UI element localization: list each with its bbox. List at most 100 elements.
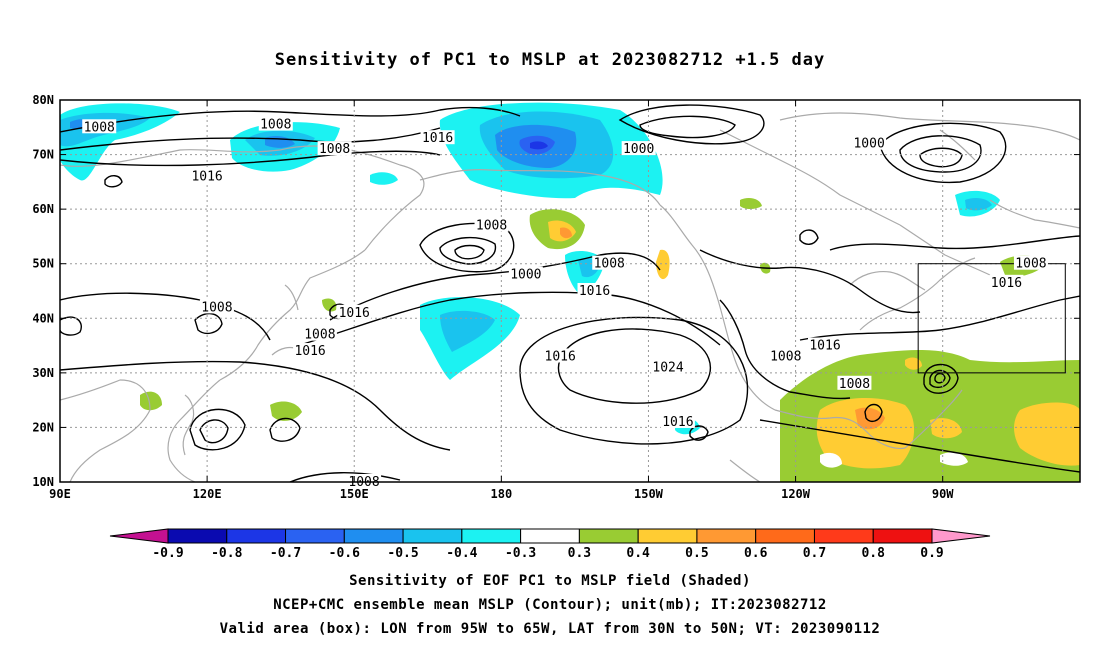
contour-label: 1008 — [839, 377, 870, 392]
lat-label: 20N — [32, 420, 54, 434]
contour-label-bg — [837, 375, 872, 390]
colorbar-label: 0.3 — [568, 546, 591, 561]
contour-label: 1016 — [191, 169, 222, 184]
contour-label: 1016 — [339, 306, 370, 321]
colorbar-label: -0.3 — [505, 546, 536, 561]
lat-label: 80N — [32, 93, 54, 107]
lon-label: 90W — [932, 487, 954, 501]
mslp-contours — [60, 104, 1080, 482]
contour-label: 1016 — [294, 344, 325, 359]
contour-label: 1000 — [853, 137, 884, 152]
colorbar-swatch — [402, 528, 463, 544]
colorbar-max-triangle — [931, 528, 991, 544]
coastlines — [60, 112, 1080, 482]
contour-label-bg — [577, 283, 612, 297]
contour-label-bg — [317, 141, 352, 156]
contour-label-bg — [660, 413, 695, 428]
colorbar-swatch — [167, 528, 228, 544]
contour-label-bg — [199, 299, 234, 314]
colorbar-swatch — [872, 528, 933, 544]
contour-label: 1008 — [304, 328, 335, 343]
colorbar-label: -0.5 — [387, 546, 418, 561]
colorbar-swatch — [755, 528, 815, 544]
colorbar-min-triangle — [109, 528, 169, 544]
contour-label: 1008 — [594, 257, 625, 272]
lat-lon-grid — [60, 100, 1080, 482]
contour-label: 1008 — [770, 349, 801, 364]
contour-label-bg — [474, 217, 509, 232]
contour-label-bg — [852, 135, 887, 150]
colorbar-label: -0.7 — [270, 546, 301, 561]
contour-label-bg — [989, 274, 1024, 289]
map-frame — [59, 99, 1081, 483]
contour-label: 1008 — [476, 219, 507, 234]
caption-shading: Sensitivity of EOF PC1 to MSLP field (Sh… — [349, 573, 751, 589]
colorbar-label: 0.5 — [685, 546, 708, 561]
caption-valid-area: Valid area (box): LON from 95W to 65W, L… — [219, 621, 881, 637]
colorbar-label: -0.4 — [446, 546, 477, 561]
lon-label: 120W — [781, 487, 811, 501]
contour-label-bg — [190, 168, 225, 183]
contour-label-bg — [508, 266, 543, 281]
colorbar-swatch — [343, 528, 404, 544]
contour-label-bg — [293, 343, 328, 358]
contour-label-bg — [808, 337, 842, 352]
contour-label: 1016 — [579, 284, 610, 299]
lat-label: 30N — [32, 366, 54, 380]
contour-label: 1008 — [84, 120, 115, 135]
contour-label-bg — [347, 474, 382, 488]
colorbar-swatch — [637, 528, 698, 544]
lat-label: 70N — [32, 148, 54, 162]
contour-label: 1024 — [652, 360, 683, 375]
contour-label-bg — [82, 119, 117, 134]
contour-label: 1008 — [1015, 257, 1046, 272]
contour-label-bg — [302, 326, 337, 341]
colorbar-swatch — [461, 528, 522, 544]
lat-label: 60N — [32, 202, 54, 216]
contour-label-bg — [592, 255, 627, 270]
colorbar-label: 0.6 — [744, 546, 768, 561]
contour-label-bg — [768, 348, 803, 363]
contour-label-bg — [420, 130, 455, 145]
valid-area-box — [917, 263, 1066, 374]
colorbar-label: -0.6 — [329, 546, 360, 561]
lon-label: 180 — [491, 487, 513, 501]
map-title: Sensitivity of PC1 to MSLP at 2023082712… — [274, 50, 826, 70]
contour-label: 1000 — [623, 142, 654, 157]
contour-label: 1008 — [260, 118, 291, 133]
map-axes: 90E 120E 150E 180 150W 120W 90W 80N 70N 60N 50N 40N… — [32, 93, 1080, 501]
caption-contour: NCEP+CMC ensemble mean MSLP (Contour); u… — [273, 597, 827, 613]
colorbar-label: 0.7 — [803, 546, 826, 561]
lat-label: 50N — [32, 257, 54, 271]
colorbar-swatch — [813, 528, 874, 544]
colorbar-swatch — [578, 528, 639, 544]
contour-label: 1016 — [545, 349, 576, 364]
contour-label: 1016 — [809, 339, 840, 354]
lon-label: 150W — [634, 487, 664, 501]
lon-label: 120E — [193, 487, 222, 501]
contour-label: 1008 — [319, 142, 350, 157]
lon-label: 150E — [340, 487, 369, 501]
colorbar-swatch — [285, 528, 345, 544]
colorbar-label: -0.8 — [211, 546, 242, 561]
colorbar-swatch — [520, 528, 580, 544]
lat-label: 10N — [32, 475, 54, 489]
colorbar-label: -0.9 — [152, 546, 183, 561]
contour-label: 1016 — [662, 415, 693, 430]
colorbar-label: 0.4 — [626, 546, 650, 561]
contour-label-bg — [258, 116, 293, 131]
contour-label: 1016 — [991, 276, 1022, 291]
lat-label: 40N — [32, 311, 54, 325]
contour-label: 1000 — [510, 268, 541, 283]
contour-label: 1016 — [422, 131, 453, 146]
contour-label-bg — [543, 348, 578, 363]
contour-label-bg — [337, 304, 372, 319]
colorbar-label: 0.9 — [920, 546, 943, 561]
lon-label: 90E — [49, 487, 71, 501]
colorbar-swatch — [226, 528, 287, 544]
colorbar-label: 0.8 — [861, 546, 885, 561]
contour-label-bg — [651, 359, 686, 374]
